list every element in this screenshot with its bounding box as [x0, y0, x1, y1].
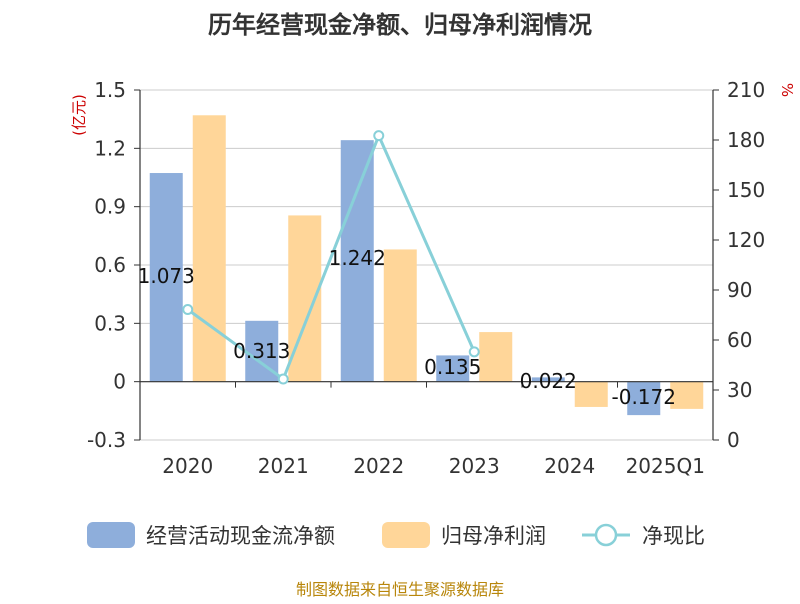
left-tick-label: 0.6	[94, 253, 126, 277]
bar-cashflow	[627, 381, 661, 416]
right-axis-unit: %	[778, 83, 796, 97]
bars-group	[149, 115, 704, 416]
category-label: 2020	[162, 454, 213, 478]
bar-profit	[574, 381, 608, 407]
data-labels-group: 1.073 0.313 1.242 0.135 0.022 -0.172	[138, 246, 676, 409]
point-ratio	[182, 304, 194, 315]
line-series-group	[182, 130, 480, 385]
category-label: 2023	[449, 454, 500, 478]
right-tick-label: 150	[727, 178, 765, 202]
bar-profit	[479, 332, 513, 382]
bar-cashflow	[436, 355, 470, 382]
left-tick-label: 0	[113, 370, 126, 394]
legend-swatch-profit	[382, 522, 430, 548]
point-ratio	[468, 346, 480, 358]
point-ratio	[277, 373, 289, 385]
right-tick-label: 90	[727, 278, 752, 302]
left-axis-unit: (亿元)	[70, 94, 88, 136]
legend-swatch-cashflow	[87, 522, 135, 548]
source-note: 制图数据来自恒生聚源数据库	[296, 580, 504, 599]
legend-label-ratio: 净现比	[642, 524, 705, 548]
bar-profit	[383, 249, 417, 382]
axes-group	[134, 89, 719, 441]
left-tick-label: 1.2	[94, 136, 126, 160]
data-label-cashflow: 0.022	[520, 369, 577, 393]
category-label: 2021	[258, 454, 309, 478]
line-ratio	[186, 131, 476, 382]
category-label: 2024	[544, 454, 595, 478]
legend-label-profit: 归母净利润	[441, 524, 546, 548]
left-tick-label: 0.9	[94, 195, 126, 219]
data-label-cashflow: -0.172	[612, 385, 676, 409]
data-label-cashflow: 1.073	[138, 264, 195, 288]
left-tick-label: -0.3	[87, 428, 126, 452]
right-tick-label: 120	[727, 228, 765, 252]
bar-cashflow	[531, 377, 565, 382]
right-tick-label: 0	[727, 428, 740, 452]
bar-profit	[670, 381, 704, 409]
tick-labels-group: -0.3 0 0.3 0.6 0.9 1.2 1.5 0 30 60 90 120 150 180 210 2…	[87, 78, 765, 478]
bar-profit	[192, 115, 226, 382]
left-tick-label: 0.3	[94, 311, 126, 335]
category-label: 2022	[353, 454, 404, 478]
left-tick-label: 1.5	[94, 78, 126, 102]
legend-label-cashflow: 经营活动现金流净额	[146, 524, 335, 548]
point-ratio	[373, 130, 385, 142]
right-tick-label: 30	[727, 378, 752, 402]
right-tick-label: 180	[727, 128, 765, 152]
bar-cashflow	[149, 173, 183, 382]
bar-cashflow	[340, 140, 374, 382]
legend: 经营活动现金流净额 归母净利润 净现比	[87, 522, 705, 548]
data-label-cashflow: 1.242	[329, 246, 386, 270]
data-label-cashflow: 0.135	[424, 355, 481, 379]
data-label-cashflow: 0.313	[233, 339, 290, 363]
chart-title: 历年经营现金净额、归母净利润情况	[208, 11, 592, 39]
right-tick-label: 60	[727, 328, 752, 352]
category-label: 2025Q1	[626, 454, 705, 478]
legend-marker-ratio	[594, 523, 618, 547]
right-tick-label: 210	[727, 78, 765, 102]
